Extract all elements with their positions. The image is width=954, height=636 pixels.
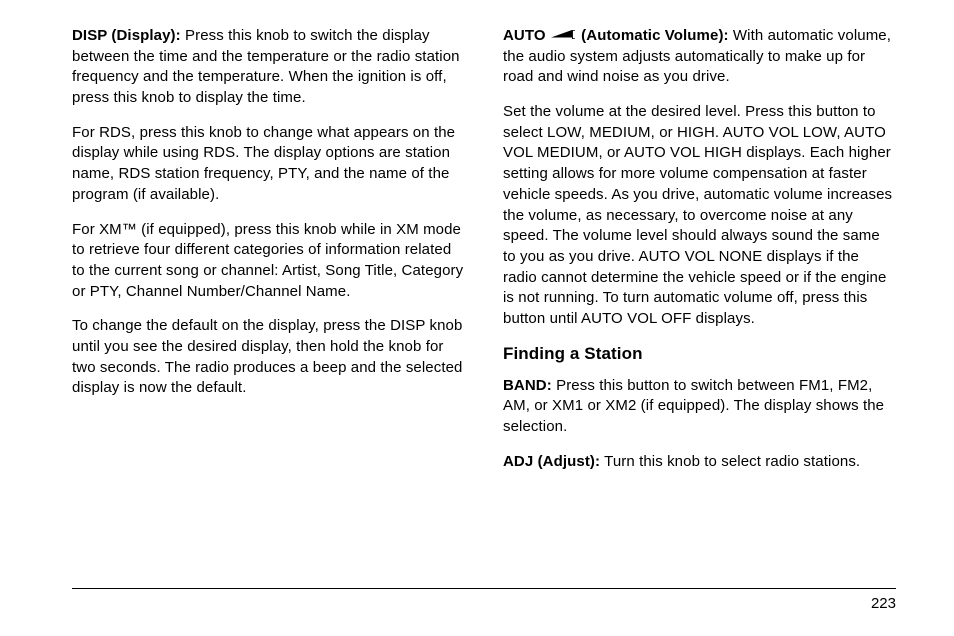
band-paragraph: BAND: Press this button to switch betwee… [503,376,896,438]
page-footer: 223 [72,588,896,612]
auto-label-b: (Automatic Volume): [577,27,729,44]
right-column: AUTO (Automatic Volume): With automatic … [503,26,896,486]
band-text: Press this button to switch between FM1,… [503,377,884,435]
finding-station-heading: Finding a Station [503,344,896,364]
rds-paragraph: For RDS, press this knob to change what … [72,123,465,206]
footer-rule [72,588,896,589]
left-column: DISP (Display): Press this knob to switc… [72,26,465,486]
default-display-paragraph: To change the default on the display, pr… [72,316,465,399]
xm-paragraph: For XM™ (if equipped), press this knob w… [72,220,465,303]
band-label: BAND: [503,377,552,394]
disp-paragraph: DISP (Display): Press this knob to switc… [72,26,465,109]
volume-settings-paragraph: Set the volume at the desired level. Pre… [503,102,896,330]
two-column-layout: DISP (Display): Press this knob to switc… [72,26,896,486]
adj-text: Turn this knob to select radio stations. [600,453,860,470]
volume-icon [550,27,577,44]
manual-page: DISP (Display): Press this knob to switc… [0,0,954,486]
adj-label: ADJ (Adjust): [503,453,600,470]
page-number: 223 [72,595,896,612]
auto-volume-paragraph: AUTO (Automatic Volume): With automatic … [503,26,896,88]
disp-label: DISP (Display): [72,27,181,44]
auto-label-a: AUTO [503,27,550,44]
adj-paragraph: ADJ (Adjust): Turn this knob to select r… [503,452,896,473]
